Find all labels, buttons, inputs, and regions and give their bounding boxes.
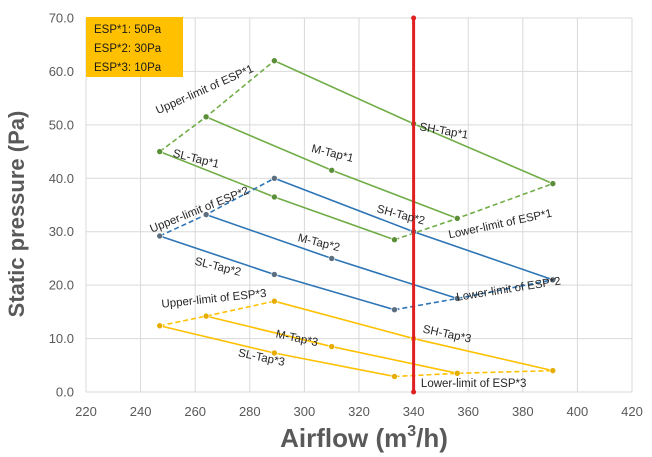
x-tick-label: 240 bbox=[130, 404, 152, 419]
x-axis-title: Airflow (m3/h) bbox=[280, 423, 448, 453]
data-point bbox=[271, 174, 278, 182]
data-point bbox=[453, 369, 461, 377]
marker-layer bbox=[156, 15, 557, 395]
x-tick-label: 300 bbox=[294, 404, 316, 419]
grid bbox=[85, 17, 633, 393]
x-axis-title-tail: /h) bbox=[416, 423, 448, 453]
data-point bbox=[549, 276, 557, 284]
legend-line-esp1: ESP*1: 50Pa bbox=[94, 24, 162, 36]
y-tick-label: 30.0 bbox=[49, 224, 74, 239]
y-tick-label: 0.0 bbox=[56, 385, 74, 400]
data-point bbox=[391, 306, 398, 314]
tick-labels: 220 240 260 280 300 320 340 360 380 400 420 0.0 10.0… bbox=[49, 11, 643, 420]
data-point bbox=[328, 166, 336, 174]
vertical-marker-top bbox=[411, 15, 417, 21]
x-tick-label: 260 bbox=[184, 404, 206, 419]
x-tick-label: 280 bbox=[239, 404, 261, 419]
data-point bbox=[328, 255, 336, 262]
data-point bbox=[156, 322, 164, 330]
y-tick-label: 60.0 bbox=[49, 64, 74, 79]
x-tick-label: 400 bbox=[567, 404, 589, 419]
vertical-marker-bottom bbox=[411, 389, 417, 395]
data-point bbox=[453, 295, 461, 302]
data-point bbox=[271, 349, 278, 357]
legend-line-esp3: ESP*3: 10Pa bbox=[94, 62, 162, 74]
data-point bbox=[271, 297, 278, 305]
legend-background bbox=[86, 17, 183, 77]
x-tick-label: 220 bbox=[75, 404, 97, 419]
data-point bbox=[328, 343, 336, 350]
x-tick-label: 320 bbox=[348, 404, 370, 419]
legend-box: ESP*1: 50Pa ESP*2: 30Pa ESP*3: 10Pa bbox=[86, 17, 183, 77]
y-tick-label: 20.0 bbox=[49, 278, 74, 293]
y-tick-label: 40.0 bbox=[49, 171, 74, 186]
data-point bbox=[549, 180, 557, 187]
data-point bbox=[202, 113, 210, 121]
data-point bbox=[391, 236, 398, 244]
x-axis-title-superscript: 3 bbox=[407, 423, 416, 440]
data-point bbox=[156, 232, 164, 240]
x-tick-label: 420 bbox=[621, 404, 643, 419]
x-axis-title-main: Airflow (m bbox=[280, 423, 407, 453]
x-tick-label: 360 bbox=[457, 404, 479, 419]
data-point bbox=[202, 211, 210, 218]
data-point bbox=[271, 271, 278, 278]
data-point bbox=[156, 148, 164, 155]
limit-line bbox=[394, 279, 553, 311]
data-point bbox=[549, 367, 557, 374]
y-tick-label: 10.0 bbox=[49, 331, 74, 346]
y-axis-title: Static pressure (Pa) bbox=[4, 111, 29, 318]
data-point bbox=[271, 193, 278, 201]
data-point bbox=[271, 57, 278, 65]
x-tick-label: 380 bbox=[512, 404, 534, 419]
annotation-label: Lower-limit of ESP*3 bbox=[421, 378, 526, 390]
data-point bbox=[202, 312, 210, 320]
y-tick-label: 50.0 bbox=[49, 117, 74, 132]
y-tick-label: 70.0 bbox=[49, 11, 74, 26]
data-point bbox=[391, 373, 398, 380]
data-point bbox=[453, 215, 461, 222]
legend-line-esp2: ESP*2: 30Pa bbox=[94, 43, 162, 55]
limit-line bbox=[394, 369, 553, 378]
x-tick-label: 340 bbox=[403, 404, 425, 419]
